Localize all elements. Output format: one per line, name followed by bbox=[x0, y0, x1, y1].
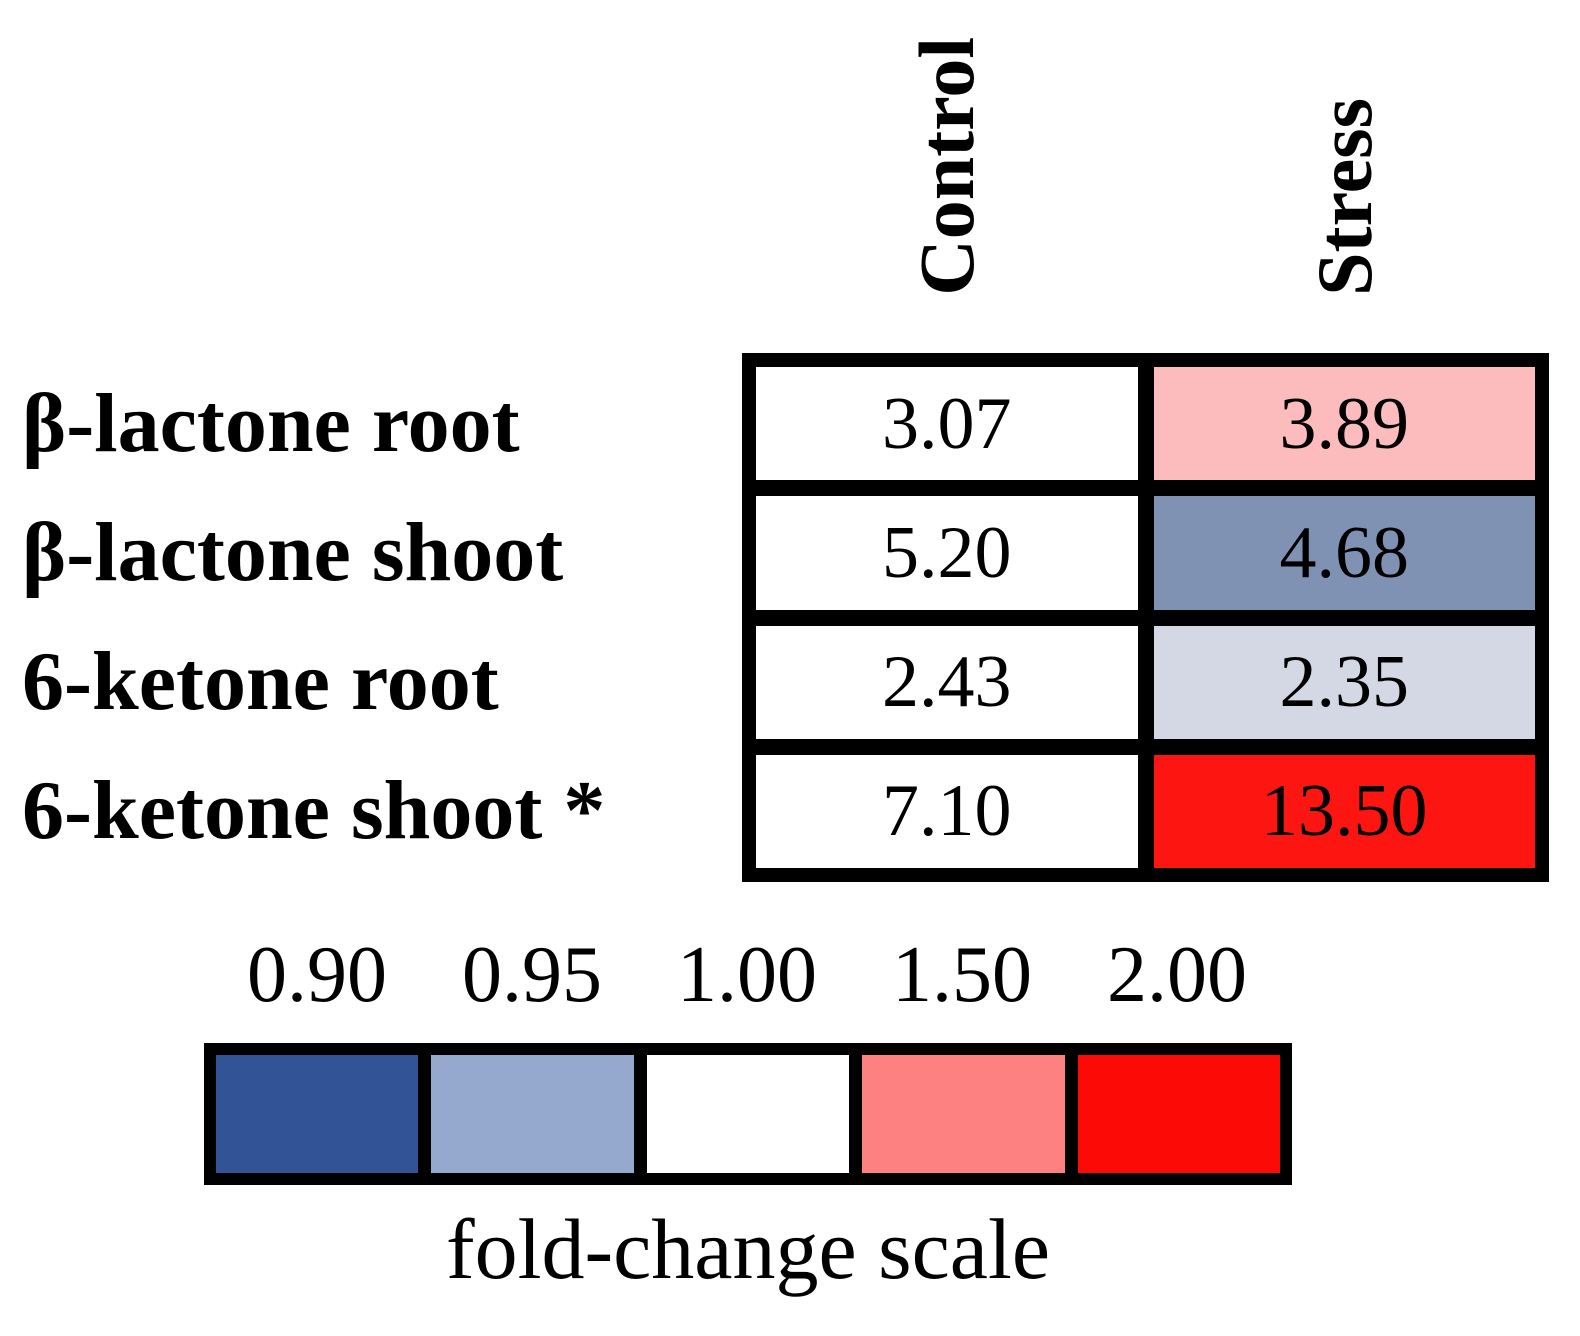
legend-swatch bbox=[1077, 1055, 1280, 1173]
column-header-control-wrap: Control bbox=[756, 0, 1138, 296]
column-header-control: Control bbox=[903, 37, 990, 296]
heatmap-cell: 7.10 bbox=[756, 754, 1138, 868]
heatmap-cell: 2.43 bbox=[756, 625, 1138, 739]
heatmap-cell: 2.35 bbox=[1153, 625, 1535, 739]
heatmap-cell: 3.07 bbox=[756, 367, 1138, 481]
heatmap-cell: 5.20 bbox=[756, 496, 1138, 610]
row-label-beta-lactone-shoot: β-lactone shoot bbox=[22, 506, 564, 599]
legend-swatch bbox=[646, 1055, 850, 1173]
heatmap-table: 3.07 3.89 5.20 4.68 2.43 2.35 7.10 13.50 bbox=[742, 353, 1549, 882]
legend-swatch bbox=[431, 1055, 634, 1173]
heatmap-cell: 3.89 bbox=[1153, 367, 1535, 481]
column-header-stress: Stress bbox=[1301, 98, 1388, 296]
heatmap-cell: 13.50 bbox=[1153, 754, 1535, 868]
legend-colorbar bbox=[204, 1043, 1292, 1185]
row-label-6-ketone-shoot: 6-ketone shoot * bbox=[22, 764, 606, 857]
legend-title: fold-change scale bbox=[445, 1201, 1051, 1297]
legend-tick-label: 2.00 bbox=[1107, 931, 1247, 1019]
heatmap-cell: 4.68 bbox=[1153, 496, 1535, 610]
row-label-beta-lactone-root: β-lactone root bbox=[22, 377, 520, 470]
row-label-6-ketone-root: 6-ketone root bbox=[22, 635, 499, 728]
legend-tick-label: 0.90 bbox=[247, 931, 387, 1019]
legend-swatch bbox=[216, 1055, 419, 1173]
column-header-stress-wrap: Stress bbox=[1153, 0, 1537, 296]
legend-swatch bbox=[862, 1055, 1065, 1173]
legend-tick-label: 1.50 bbox=[892, 931, 1032, 1019]
legend-tick-label: 1.00 bbox=[677, 931, 817, 1019]
legend-tick-label: 0.95 bbox=[462, 931, 602, 1019]
